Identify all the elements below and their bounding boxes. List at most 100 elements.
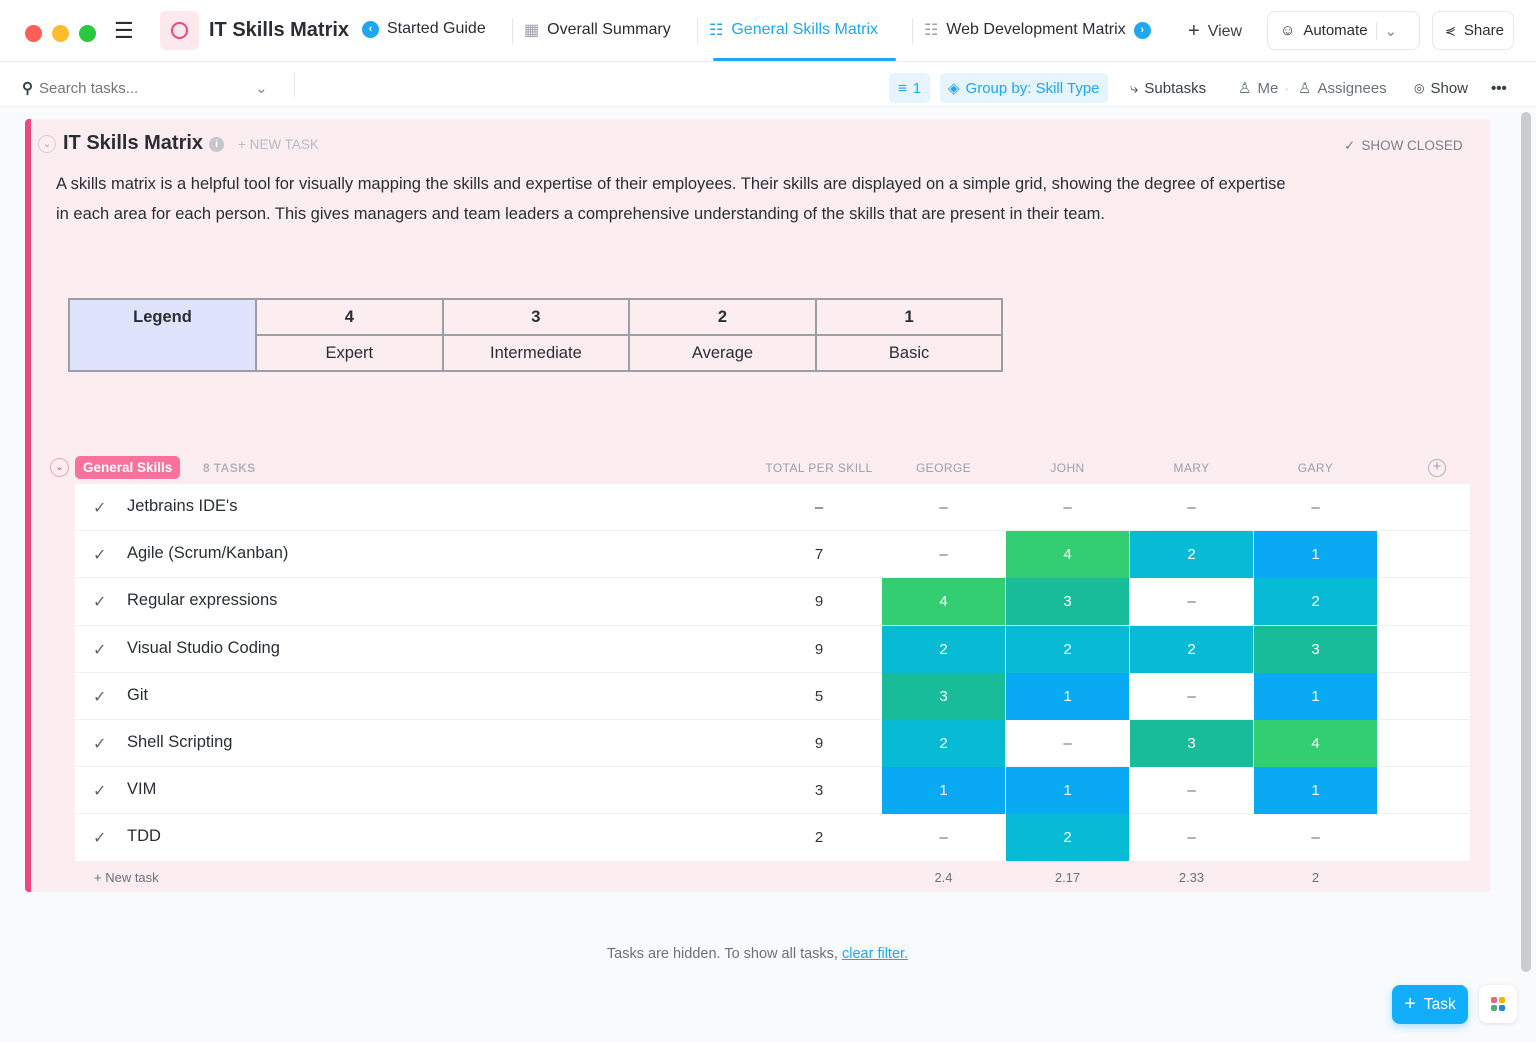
skill-level-cell[interactable]: – <box>1063 499 1072 516</box>
skill-level-cell[interactable]: 2 <box>1130 531 1253 579</box>
task-row[interactable]: ✓ Visual Studio Coding 9 2 2 2 3 <box>75 625 1470 673</box>
check-icon[interactable]: ✓ <box>93 783 107 801</box>
chevron-right-icon[interactable]: › <box>1133 21 1151 39</box>
skill-level-cell[interactable]: – <box>1311 499 1320 516</box>
clear-filter-link[interactable]: clear filter. <box>841 946 909 962</box>
skill-level-cell[interactable]: 2 <box>882 719 1005 767</box>
check-icon[interactable]: ✓ <box>93 641 107 659</box>
skill-level-cell[interactable]: 3 <box>882 672 1005 720</box>
skill-level-cell[interactable]: 4 <box>882 578 1005 626</box>
skill-level-cell[interactable]: – <box>939 499 948 516</box>
task-name[interactable]: VIM <box>127 780 157 799</box>
share-button[interactable]: ⋞ Share <box>1432 11 1514 50</box>
me-button[interactable]: ♙ Me · <box>1238 79 1290 98</box>
task-row[interactable]: ✓ Git 5 3 1–1 <box>75 672 1470 720</box>
check-icon[interactable]: ✓ <box>93 594 107 612</box>
add-view-button[interactable]: + View <box>1188 20 1242 43</box>
skill-level-cell[interactable]: – <box>1063 734 1072 752</box>
maximize-window-button[interactable] <box>79 25 96 42</box>
group-badge[interactable]: General Skills <box>75 456 181 479</box>
skill-level-cell[interactable]: – <box>1187 593 1196 611</box>
minimize-window-button[interactable] <box>52 25 69 42</box>
skill-level-cell[interactable]: 1 <box>882 767 1005 815</box>
scrollbar[interactable] <box>1521 112 1531 972</box>
skill-level-cell[interactable]: – <box>1187 687 1196 705</box>
add-task-fab[interactable]: + Task <box>1392 985 1468 1024</box>
skill-level-cell[interactable]: – <box>1187 499 1196 516</box>
tab-started-guide[interactable]: ‹ Started Guide <box>362 20 486 38</box>
column-header-mary[interactable]: MARY <box>1173 461 1210 475</box>
skill-level-cell[interactable]: 2 <box>1130 625 1253 673</box>
skill-level-cell[interactable]: 2 <box>1254 578 1377 626</box>
search-input[interactable] <box>39 79 249 97</box>
skill-level-cell[interactable]: – <box>939 829 948 847</box>
collapse-list-icon[interactable]: ⌄ <box>38 135 56 153</box>
chevron-down-icon[interactable]: ⌄ <box>1375 21 1397 40</box>
subtasks-button[interactable]: ⤷ Subtasks <box>1130 73 1206 103</box>
tab-web-development-matrix[interactable]: ☷ Web Development Matrix › <box>924 20 1151 40</box>
check-icon[interactable]: ✓ <box>93 735 107 753</box>
skill-level-cell[interactable]: 1 <box>1006 767 1129 815</box>
task-name[interactable]: Git <box>127 685 149 704</box>
search-box[interactable]: ⚲⌄ <box>22 73 282 103</box>
task-row[interactable]: ✓ Regular expressions 9 4 3 – 2 <box>75 578 1470 626</box>
check-icon[interactable]: ✓ <box>93 688 107 706</box>
legend-level-label: Basic <box>814 334 1004 372</box>
skill-level-cell[interactable]: – <box>1187 829 1196 847</box>
skill-level-cell[interactable]: 1 <box>1254 767 1377 815</box>
skill-level-cell[interactable]: 1 <box>1006 672 1129 720</box>
chevron-left-icon[interactable]: ‹ <box>362 20 379 38</box>
task-name[interactable]: Agile (Scrum/Kanban) <box>127 544 289 563</box>
task-row[interactable]: ✓ Shell Scripting 9 2 – 3 4 <box>75 719 1470 768</box>
info-icon[interactable]: i <box>209 137 224 152</box>
skill-level-cell[interactable]: 4 <box>1006 531 1129 579</box>
filter-button[interactable]: ≡ 1 <box>889 73 931 103</box>
close-window-button[interactable] <box>25 25 42 42</box>
column-header-total[interactable]: TOTAL PER SKILL <box>765 461 873 475</box>
skill-level-cell[interactable]: 3 <box>1254 625 1377 673</box>
check-icon[interactable]: ✓ <box>93 830 107 848</box>
skill-level-cell[interactable]: 2 <box>1006 625 1129 673</box>
legend-level-label: Intermediate <box>441 334 631 372</box>
total-per-skill: 3 <box>814 782 824 800</box>
column-header-john[interactable]: JOHN <box>1050 461 1085 475</box>
task-name[interactable]: Shell Scripting <box>127 732 233 751</box>
skill-level-cell[interactable]: 3 <box>1006 578 1129 626</box>
column-header-george[interactable]: GEORGE <box>915 461 972 475</box>
add-column-icon[interactable]: + <box>1428 459 1446 477</box>
task-name[interactable]: TDD <box>127 827 161 846</box>
task-name[interactable]: Jetbrains IDE's <box>127 497 238 515</box>
tab-general-skills-matrix[interactable]: ☷ General Skills Matrix <box>709 20 878 40</box>
show-closed-button[interactable]: ✓ SHOW CLOSED <box>1344 138 1463 154</box>
skill-level-cell[interactable]: 2 <box>882 625 1005 673</box>
tab-overall-summary[interactable]: ▦ Overall Summary <box>524 20 671 40</box>
assignees-button[interactable]: ♙ Assignees <box>1298 73 1387 103</box>
task-name[interactable]: Visual Studio Coding <box>127 638 280 657</box>
menu-icon[interactable]: ☰ <box>114 18 134 43</box>
check-icon[interactable]: ✓ <box>93 547 107 565</box>
task-name[interactable]: Regular expressions <box>127 591 278 610</box>
task-row[interactable]: ✓ TDD 2 – 2 – – <box>75 814 1470 862</box>
task-row[interactable]: ✓ Agile (Scrum/Kanban) 7 – 4 2 1 <box>75 531 1470 579</box>
chevron-down-icon[interactable]: ⌄ <box>255 80 268 97</box>
skill-level-cell[interactable]: 1 <box>1254 672 1377 720</box>
task-row[interactable]: ✓ VIM 3 1 1–1 <box>75 767 1470 815</box>
skill-level-cell[interactable]: – <box>1187 782 1196 800</box>
apps-icon[interactable] <box>1479 985 1517 1023</box>
show-button[interactable]: ◎ Show <box>1414 73 1468 103</box>
new-task-button[interactable]: + NEW TASK <box>238 137 319 152</box>
task-row[interactable]: ✓ Jetbrains IDE's – – – – – <box>75 484 1470 532</box>
skill-level-cell[interactable]: – <box>1311 829 1320 847</box>
collapse-group-icon[interactable]: ⌄ <box>50 458 69 477</box>
add-new-task-button[interactable]: + New task <box>94 870 159 885</box>
more-options-icon[interactable]: ••• <box>1491 79 1507 97</box>
skill-level-cell[interactable]: 3 <box>1130 719 1253 767</box>
skill-level-cell[interactable]: 2 <box>1006 814 1129 862</box>
column-header-gary[interactable]: GARY <box>1297 461 1334 475</box>
skill-level-cell[interactable]: 4 <box>1254 719 1377 767</box>
check-icon[interactable]: ✓ <box>93 500 107 517</box>
skill-level-cell[interactable]: – <box>939 546 948 564</box>
skill-level-cell[interactable]: 1 <box>1254 531 1377 579</box>
automate-button[interactable]: ☺ Automate ⌄ <box>1267 11 1420 50</box>
group-by-button[interactable]: ◈ Group by: Skill Type <box>940 73 1108 103</box>
